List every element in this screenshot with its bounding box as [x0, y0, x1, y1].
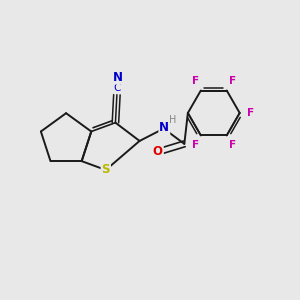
Text: F: F — [247, 108, 254, 118]
Text: N: N — [113, 70, 123, 83]
Text: O: O — [153, 145, 163, 158]
Text: F: F — [229, 76, 236, 86]
Text: C: C — [113, 83, 121, 93]
Text: H: H — [169, 115, 176, 125]
Text: F: F — [229, 140, 236, 150]
Text: S: S — [102, 164, 110, 176]
Text: F: F — [192, 140, 199, 150]
Text: F: F — [192, 76, 199, 86]
Text: N: N — [159, 122, 169, 134]
